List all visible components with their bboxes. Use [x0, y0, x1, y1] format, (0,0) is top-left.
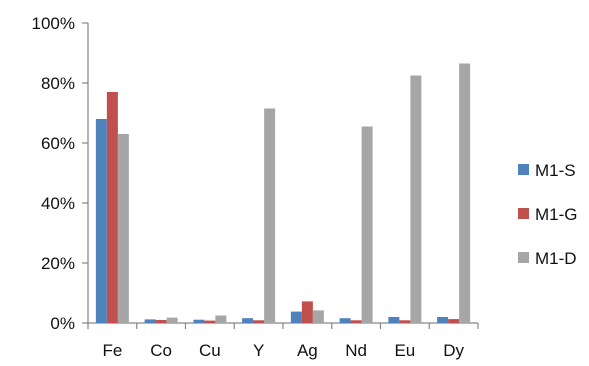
x-tick-label: Eu: [394, 341, 415, 360]
legend-label: M1-D: [535, 249, 577, 268]
bar-m1-s-eu: [388, 317, 400, 323]
legend-label: M1-S: [535, 161, 576, 180]
bar-m1-g-cu: [204, 320, 216, 323]
legend-swatch: [518, 252, 529, 263]
legend-swatch: [518, 164, 529, 175]
y-tick-label: 60%: [41, 134, 75, 153]
legend: M1-S M1-G M1-D: [518, 161, 578, 268]
y-tick-label: 100%: [32, 14, 75, 33]
y-tick-label: 0%: [50, 314, 75, 333]
bar-m1-s-fe: [95, 119, 107, 323]
bar-m1-s-y: [242, 318, 254, 323]
bars: [95, 63, 471, 323]
legend-swatch: [518, 208, 529, 219]
bar-m1-d-y: [264, 108, 276, 323]
y-tick-label: 80%: [41, 74, 75, 93]
legend-label: M1-G: [535, 205, 578, 224]
bar-m1-d-ag: [312, 310, 324, 323]
bar-m1-g-fe: [106, 92, 118, 323]
x-tick-label: Ag: [297, 341, 318, 360]
bar-m1-g-y: [253, 320, 265, 323]
bar-m1-d-co: [166, 317, 178, 323]
x-tick-label: Fe: [102, 341, 122, 360]
bar-m1-s-ag: [290, 311, 302, 323]
y-tick-label: 40%: [41, 194, 75, 213]
bar-m1-s-co: [144, 319, 156, 323]
bar-m1-g-dy: [448, 319, 460, 323]
bar-m1-d-fe: [117, 134, 129, 323]
x-tick-label: Co: [150, 341, 172, 360]
x-tick-label: Dy: [443, 341, 464, 360]
bar-m1-s-nd: [339, 318, 351, 323]
bar-m1-d-dy: [459, 63, 471, 323]
bar-m1-s-dy: [437, 317, 449, 323]
x-tick-label: Y: [253, 341, 264, 360]
x-axis: Fe Co Cu Y Ag Nd Eu Dy: [87, 322, 479, 360]
bar-m1-g-eu: [399, 320, 411, 323]
bar-m1-g-nd: [350, 320, 362, 323]
bar-m1-d-cu: [215, 315, 227, 323]
bar-m1-g-ag: [301, 301, 313, 323]
bar-m1-g-co: [155, 320, 167, 323]
y-tick-label: 20%: [41, 254, 75, 273]
x-tick-label: Cu: [199, 341, 221, 360]
bar-m1-s-cu: [193, 319, 205, 323]
y-axis: 0% 20% 40% 60% 80% 100%: [32, 14, 89, 333]
x-tick-label: Nd: [345, 341, 367, 360]
bar-m1-d-eu: [410, 75, 422, 323]
bar-m1-d-nd: [361, 126, 373, 323]
